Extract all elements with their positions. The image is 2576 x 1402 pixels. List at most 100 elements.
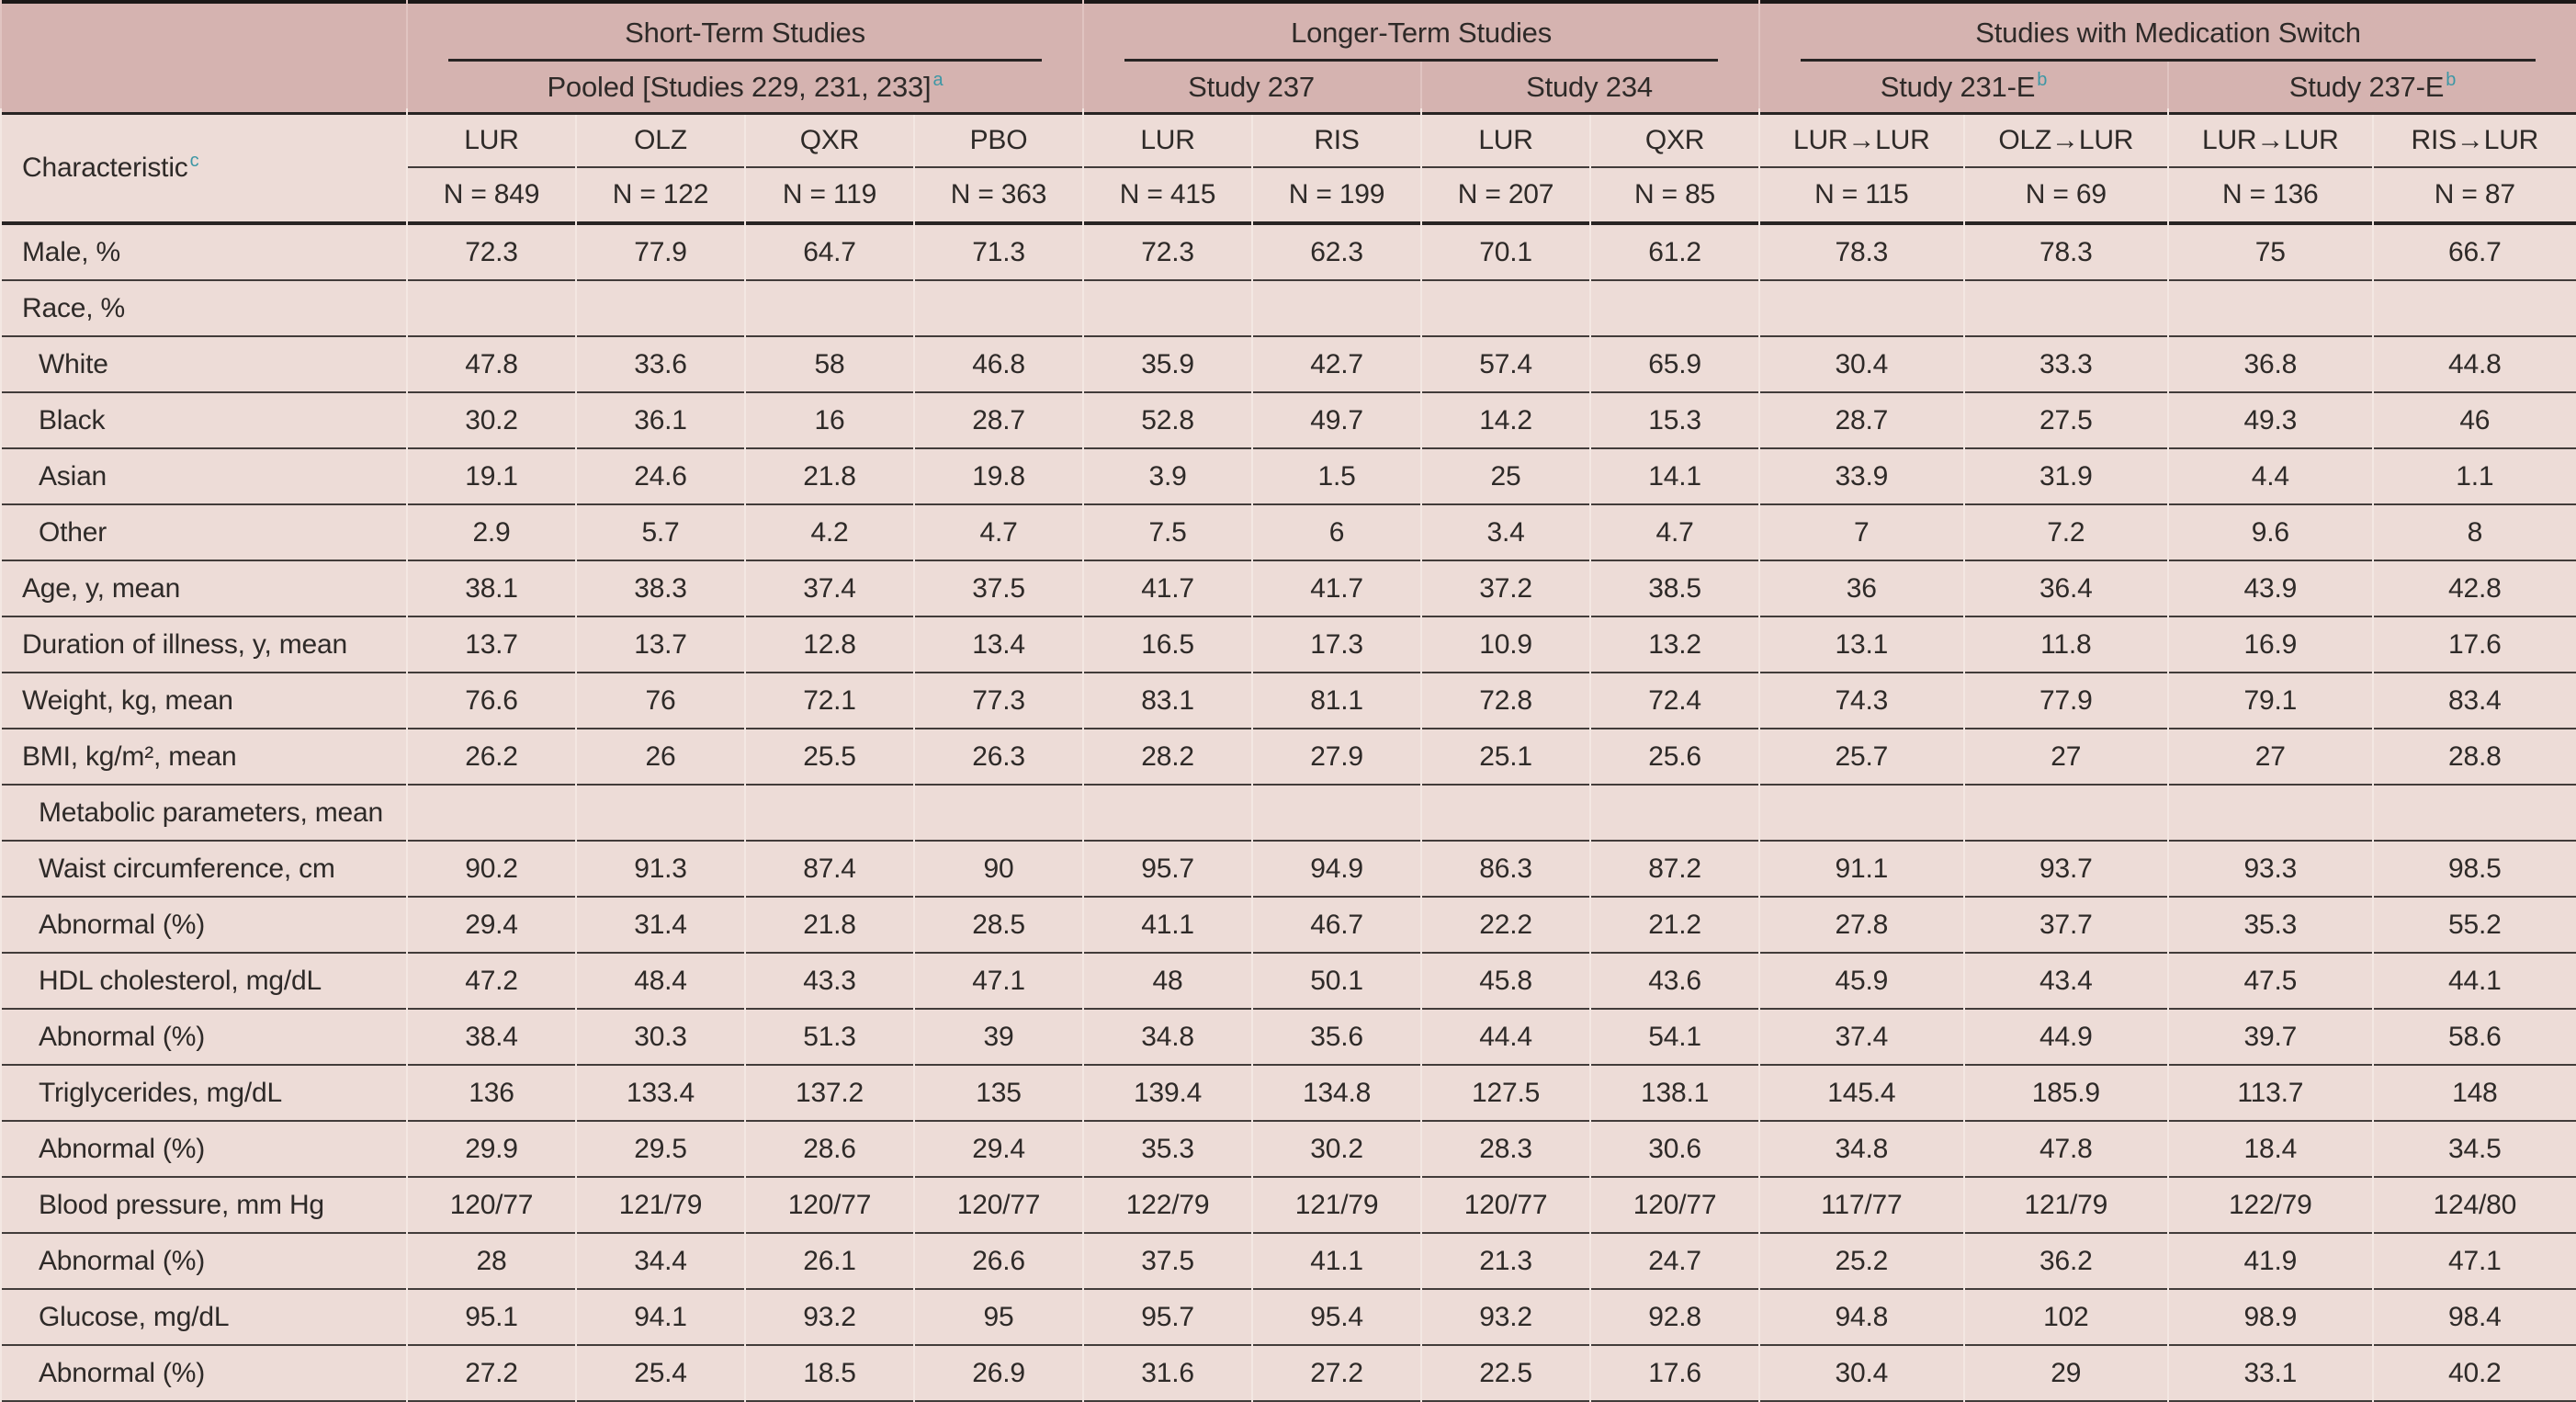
value-cell: 25.5	[746, 729, 913, 786]
value-cell	[1760, 786, 1963, 842]
value-cell: 42.8	[2373, 561, 2576, 617]
value-cell: 87.2	[1591, 842, 1759, 898]
value-cell: 72.3	[1084, 225, 1252, 281]
row-label: Male, %	[2, 225, 406, 281]
value-cell: 26.9	[915, 1346, 1083, 1402]
value-cell	[1591, 281, 1759, 337]
value-cell: 44.8	[2373, 337, 2576, 393]
value-cell: 13.4	[915, 617, 1083, 673]
value-cell: 27	[1964, 729, 2168, 786]
row-label: Weight, kg, mean	[2, 673, 406, 729]
value-cell	[408, 281, 575, 337]
value-cell: 71.3	[915, 225, 1083, 281]
value-cell: 28.8	[2373, 729, 2576, 786]
value-cell: 33.9	[1760, 449, 1963, 505]
value-cell: 35.3	[2169, 898, 2372, 954]
value-cell: 98.9	[2169, 1290, 2372, 1346]
column-n-header: N = 136	[2169, 168, 2372, 225]
row-label: Other	[2, 505, 406, 561]
value-cell: 133.4	[577, 1066, 744, 1122]
value-cell: 30.2	[1253, 1122, 1421, 1178]
value-cell: 43.6	[1591, 954, 1759, 1010]
value-cell: 3.9	[1084, 449, 1252, 505]
value-cell: 43.3	[746, 954, 913, 1010]
value-cell: 25.4	[577, 1346, 744, 1402]
value-cell: 72.8	[1422, 673, 1590, 729]
value-cell: 27	[2169, 729, 2372, 786]
value-cell: 36.2	[1964, 1234, 2168, 1290]
value-cell: 46.8	[915, 337, 1083, 393]
value-cell: 37.5	[915, 561, 1083, 617]
value-cell: 135	[915, 1066, 1083, 1122]
value-cell: 90.2	[408, 842, 575, 898]
column-arm-header: LUR→LUR	[2169, 115, 2372, 168]
study-header-237: Study 237	[1084, 62, 1421, 115]
value-cell: 31.4	[577, 898, 744, 954]
value-cell: 136	[408, 1066, 575, 1122]
value-cell: 102	[1964, 1290, 2168, 1346]
value-cell: 137.2	[746, 1066, 913, 1122]
value-cell	[746, 281, 913, 337]
value-cell: 36.1	[577, 393, 744, 449]
table-row: Race, %	[2, 281, 2576, 337]
value-cell: 21.8	[746, 449, 913, 505]
value-cell: 34.8	[1760, 1122, 1963, 1178]
value-cell: 25.7	[1760, 729, 1963, 786]
value-cell: 44.1	[2373, 954, 2576, 1010]
table-row: Other 2.9 5.7 4.2 4.7 7.5 6 3.4 4.7 7 7.2 9.6 8	[2, 505, 2576, 561]
value-cell: 98.4	[2373, 1290, 2576, 1346]
value-cell: 15.3	[1591, 393, 1759, 449]
value-cell: 77.9	[577, 225, 744, 281]
value-cell: 41.1	[1084, 898, 1252, 954]
value-cell: 47.2	[408, 954, 575, 1010]
column-n-header: N = 119	[746, 168, 913, 225]
row-label: Abnormal (%)	[2, 1122, 406, 1178]
study-header-pooled: Pooled [Studies 229, 231, 233] a	[408, 62, 1083, 115]
value-cell: 120/77	[915, 1178, 1083, 1234]
value-cell: 87.4	[746, 842, 913, 898]
value-cell: 27.8	[1760, 898, 1963, 954]
value-cell: 94.8	[1760, 1290, 1963, 1346]
value-cell: 79.1	[2169, 673, 2372, 729]
value-cell: 75	[2169, 225, 2372, 281]
row-label: Duration of illness, y, mean	[2, 617, 406, 673]
value-cell: 30.4	[1760, 1346, 1963, 1402]
column-n-header: N = 199	[1253, 168, 1421, 225]
row-label: Triglycerides, mg/dL	[2, 1066, 406, 1122]
value-cell: 127.5	[1422, 1066, 1590, 1122]
table-row: Abnormal (%) 29.9 29.5 28.6 29.4 35.3 30.2 28.…	[2, 1122, 2576, 1178]
value-cell	[1253, 786, 1421, 842]
value-cell: 29.4	[915, 1122, 1083, 1178]
value-cell: 41.9	[2169, 1234, 2372, 1290]
value-cell: 13.7	[408, 617, 575, 673]
group-header-medication-switch: Studies with Medication Switch	[1760, 0, 2576, 62]
study-name: Study 231-E	[1880, 70, 2036, 103]
column-arm-header: QXR	[746, 115, 913, 168]
value-cell: 6	[1253, 505, 1421, 561]
value-cell: 47.1	[915, 954, 1083, 1010]
value-cell: 83.1	[1084, 673, 1252, 729]
study-name: Pooled [Studies 229, 231, 233]	[547, 70, 932, 103]
value-cell: 14.2	[1422, 393, 1590, 449]
value-cell: 37.5	[1084, 1234, 1252, 1290]
value-cell: 95.7	[1084, 842, 1252, 898]
value-cell: 16.5	[1084, 617, 1252, 673]
value-cell: 121/79	[577, 1178, 744, 1234]
value-cell: 120/77	[1422, 1178, 1590, 1234]
arm-abbreviation-row: Characteristic c LUR OLZ QXR PBO LUR RIS LUR QXR…	[2, 115, 2576, 225]
value-cell	[408, 786, 575, 842]
value-cell: 25.2	[1760, 1234, 1963, 1290]
value-cell: 30.4	[1760, 337, 1963, 393]
characteristic-header: Characteristic c	[2, 115, 406, 225]
value-cell: 22.5	[1422, 1346, 1590, 1402]
value-cell: 4.7	[915, 505, 1083, 561]
value-cell: 28.2	[1084, 729, 1252, 786]
row-label: Abnormal (%)	[2, 1346, 406, 1402]
value-cell: 43.9	[2169, 561, 2372, 617]
value-cell: 139.4	[1084, 1066, 1252, 1122]
value-cell: 148	[2373, 1066, 2576, 1122]
value-cell: 45.9	[1760, 954, 1963, 1010]
column-arm-header: PBO	[915, 115, 1083, 168]
value-cell	[1964, 786, 2168, 842]
